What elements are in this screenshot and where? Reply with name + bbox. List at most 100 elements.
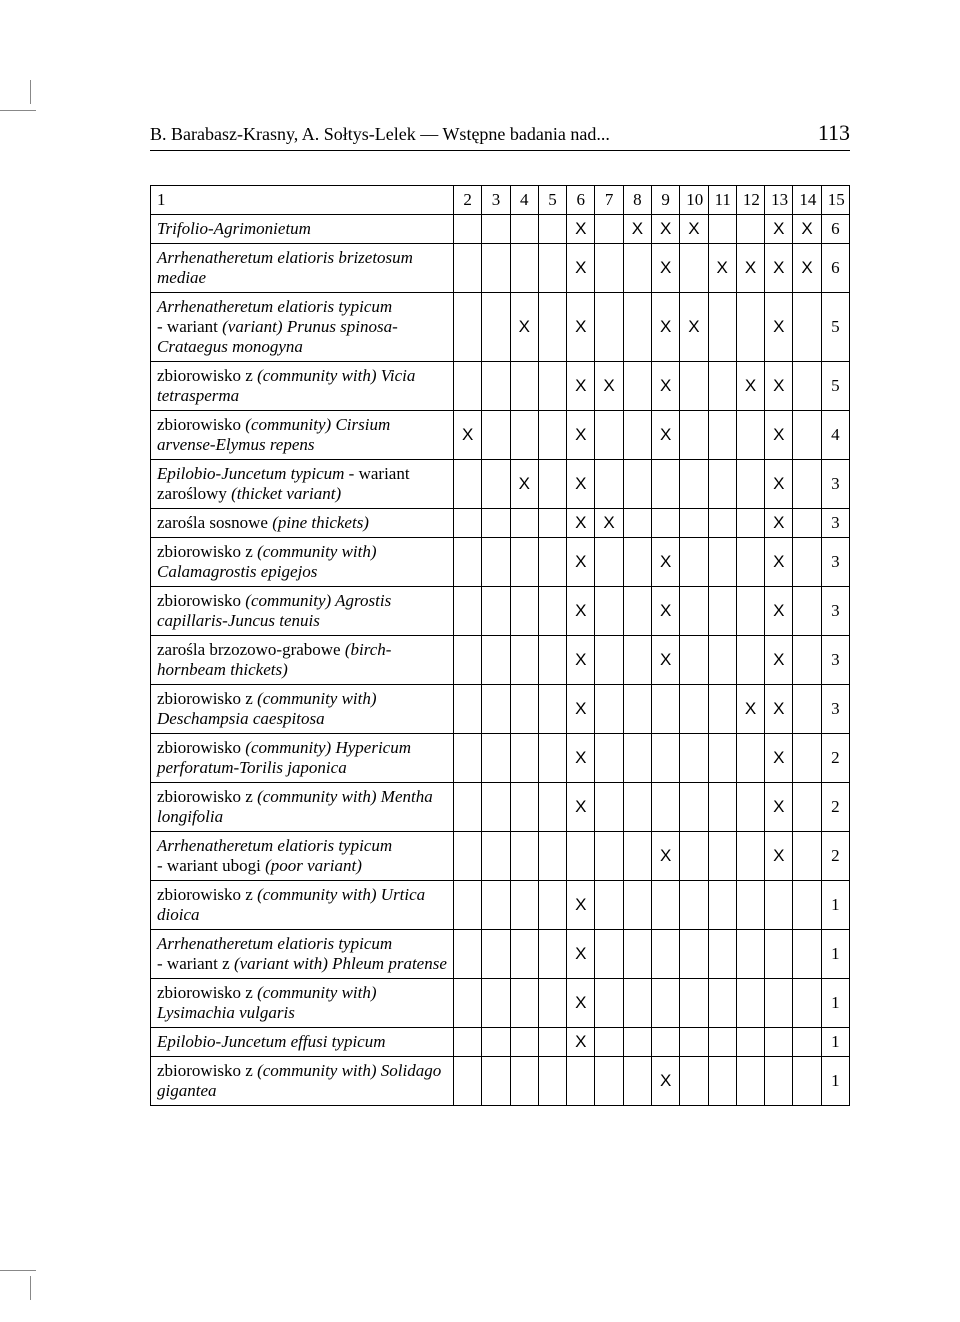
table-cell: 1: [821, 1057, 849, 1106]
table-cell: X: [765, 215, 793, 244]
table-cell: [510, 1028, 538, 1057]
table-row: Arrhenatheretum elatioris typicum- waria…: [151, 832, 850, 881]
table-cell: X: [567, 1028, 595, 1057]
table-cell: X: [652, 215, 680, 244]
table-cell: 3: [821, 587, 849, 636]
table-cell: [567, 1057, 595, 1106]
table-cell: X: [652, 538, 680, 587]
table-cell: [736, 587, 764, 636]
table-cell: [793, 979, 821, 1028]
table-cell: X: [765, 293, 793, 362]
table-cell: [482, 930, 510, 979]
table-cell: [708, 509, 736, 538]
species-table: 123456789101112131415 Trifolio-Agrimonie…: [150, 185, 850, 1106]
row-label: zbiorowisko (community) Cirsium arvense-…: [151, 411, 454, 460]
table-cell: [736, 1028, 764, 1057]
row-label: zbiorowisko z (community with) Mentha lo…: [151, 783, 454, 832]
table-cell: 1: [821, 1028, 849, 1057]
table-cell: [482, 244, 510, 293]
table-cell: [793, 930, 821, 979]
table-cell: X: [765, 362, 793, 411]
table-cell: [793, 636, 821, 685]
table-cell: X: [567, 362, 595, 411]
table-cell: [538, 783, 566, 832]
table-cell: [454, 930, 482, 979]
table-cell: X: [454, 411, 482, 460]
table-cell: [510, 587, 538, 636]
table-cell: [736, 293, 764, 362]
table-cell: [736, 832, 764, 881]
table-cell: [680, 783, 708, 832]
table-cell: [482, 509, 510, 538]
table-cell: X: [708, 244, 736, 293]
table-cell: [595, 930, 623, 979]
table-cell: [793, 1028, 821, 1057]
table-cell: [680, 362, 708, 411]
table-cell: [482, 215, 510, 244]
table-cell: X: [765, 685, 793, 734]
table-cell: [793, 362, 821, 411]
table-cell: [680, 930, 708, 979]
row-label: zbiorowisko z (community with) Lysimachi…: [151, 979, 454, 1028]
table-cell: [482, 460, 510, 509]
table-cell: [623, 636, 651, 685]
table-cell: [680, 1057, 708, 1106]
running-header-title: B. Barabasz-Krasny, A. Sołtys-Lelek — Ws…: [150, 124, 610, 145]
table-cell: [623, 587, 651, 636]
table-cell: [538, 362, 566, 411]
table-cell: X: [793, 215, 821, 244]
table-cell: [595, 832, 623, 881]
table-cell: [623, 1057, 651, 1106]
table-cell: [680, 538, 708, 587]
table-cell: [793, 293, 821, 362]
table-cell: X: [765, 538, 793, 587]
table-cell: 2: [821, 734, 849, 783]
table-cell: [680, 832, 708, 881]
table-cell: 3: [821, 460, 849, 509]
table-cell: [708, 979, 736, 1028]
table-row: zbiorowisko z (community with) Urtica di…: [151, 881, 850, 930]
table-cell: [652, 979, 680, 1028]
table-cell: [510, 979, 538, 1028]
table-cell: [595, 411, 623, 460]
table-cell: [623, 881, 651, 930]
table-cell: [454, 1028, 482, 1057]
table-cell: [680, 587, 708, 636]
table-cell: X: [736, 244, 764, 293]
table-cell: [595, 783, 623, 832]
table-row: zbiorowisko (community) Agrostis capilla…: [151, 587, 850, 636]
table-cell: [652, 734, 680, 783]
table-cell: X: [567, 215, 595, 244]
table-cell: [454, 783, 482, 832]
table-row: zbiorowisko z (community with) Mentha lo…: [151, 783, 850, 832]
table-cell: [510, 832, 538, 881]
table-cell: [736, 979, 764, 1028]
table-cell: 5: [821, 362, 849, 411]
table-cell: X: [567, 636, 595, 685]
table-header-cell: 10: [680, 186, 708, 215]
table-cell: [793, 783, 821, 832]
table-cell: [736, 930, 764, 979]
table-cell: [482, 979, 510, 1028]
table-cell: X: [510, 460, 538, 509]
table-cell: X: [652, 362, 680, 411]
table-cell: [680, 734, 708, 783]
table-cell: [708, 1028, 736, 1057]
row-label: zbiorowisko z (community with) Deschamps…: [151, 685, 454, 734]
table-cell: [510, 685, 538, 734]
table-cell: [510, 362, 538, 411]
table-cell: [623, 783, 651, 832]
table-cell: [623, 362, 651, 411]
table-cell: X: [765, 587, 793, 636]
table-cell: X: [765, 244, 793, 293]
table-cell: [510, 734, 538, 783]
table-header-cell: 14: [793, 186, 821, 215]
row-label: Arrhenatheretum elatioris typicum- waria…: [151, 832, 454, 881]
table-row: zbiorowisko (community) Hypericum perfor…: [151, 734, 850, 783]
table-cell: [708, 538, 736, 587]
table-header-cell: 6: [567, 186, 595, 215]
table-cell: X: [567, 734, 595, 783]
table-cell: [793, 734, 821, 783]
table-cell: [454, 244, 482, 293]
table-cell: [510, 244, 538, 293]
